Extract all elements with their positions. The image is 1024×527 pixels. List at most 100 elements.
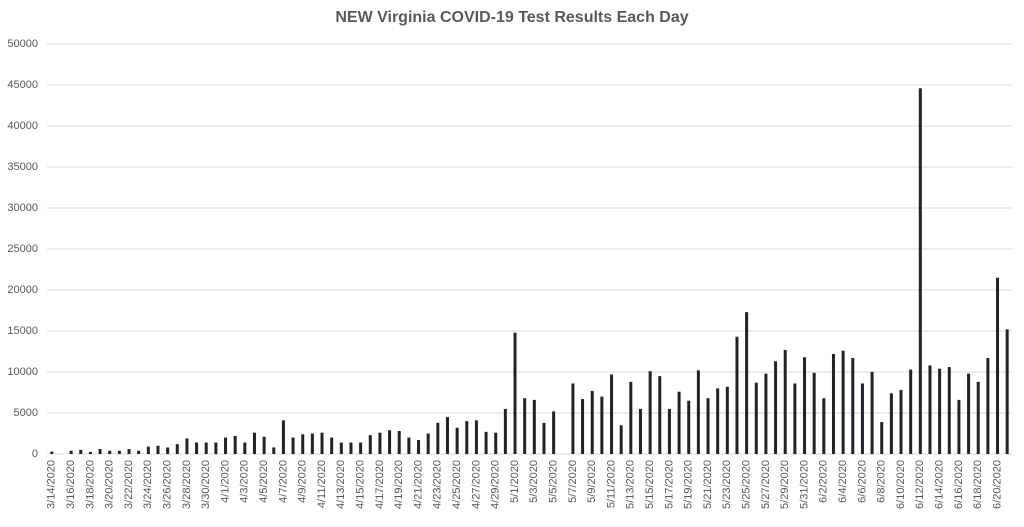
x-tick-label: 4/25/2020: [451, 460, 463, 509]
x-tick-label: 4/29/2020: [490, 460, 502, 509]
bar: [986, 358, 990, 454]
bar: [581, 399, 585, 454]
y-tick-label: 15000: [7, 325, 38, 337]
x-tick-label: 6/8/2020: [876, 460, 888, 503]
bar: [301, 434, 305, 454]
bar: [687, 400, 691, 454]
x-tick-label: 5/9/2020: [586, 460, 598, 503]
y-tick-label: 45000: [7, 79, 38, 91]
bar: [889, 393, 893, 454]
chart-title: NEW Virginia COVID-19 Test Results Each …: [335, 9, 688, 26]
bar: [494, 432, 498, 454]
bar: [967, 373, 971, 454]
bar: [938, 368, 942, 454]
x-tick-label: 4/7/2020: [277, 460, 289, 503]
bar: [841, 350, 845, 454]
x-tick-label: 4/5/2020: [258, 460, 270, 503]
bar: [368, 435, 372, 454]
bar: [831, 353, 835, 454]
bar: [339, 442, 343, 454]
bar: [851, 358, 855, 454]
bar: [503, 408, 507, 454]
bar: [88, 451, 92, 454]
x-tick-label: 3/26/2020: [162, 460, 174, 509]
x-tick-label: 5/27/2020: [760, 460, 772, 509]
bar: [783, 349, 787, 454]
bar: [98, 449, 102, 454]
bar: [359, 442, 363, 454]
bar: [204, 442, 208, 454]
x-tick-label: 4/19/2020: [393, 460, 405, 509]
x-tick-label: 4/27/2020: [470, 460, 482, 509]
x-tick-label: 3/22/2020: [123, 460, 135, 509]
x-tick-label: 4/9/2020: [297, 460, 309, 503]
x-tick-label: 4/13/2020: [335, 460, 347, 509]
bar: [127, 449, 131, 454]
bar: [976, 381, 980, 454]
bar: [50, 451, 54, 454]
bar: [146, 446, 150, 454]
bar: [291, 437, 295, 454]
bar: [69, 450, 73, 454]
bar: [590, 390, 594, 454]
bar: [137, 450, 141, 454]
bar: [803, 357, 807, 454]
x-tick-label: 5/23/2020: [721, 460, 733, 509]
bar: [860, 383, 864, 454]
bar: [465, 421, 469, 454]
x-tick-label: 6/2/2020: [818, 460, 830, 503]
y-tick-label: 10000: [7, 366, 38, 378]
bar: [175, 444, 179, 454]
bar: [667, 408, 671, 454]
bar: [600, 396, 604, 454]
bar: [648, 371, 652, 454]
bar: [79, 449, 83, 454]
x-tick-label: 4/21/2020: [412, 460, 424, 509]
bar: [696, 370, 700, 454]
x-tick-label: 4/11/2020: [316, 460, 328, 508]
x-tick-label: 5/15/2020: [644, 460, 656, 509]
bar: [996, 277, 1000, 454]
x-tick-label: 5/3/2020: [528, 460, 540, 503]
y-tick-label: 30000: [7, 202, 38, 214]
bar: [957, 399, 961, 454]
bar: [880, 422, 884, 454]
x-tick-label: 3/30/2020: [200, 460, 212, 509]
bar: [378, 432, 382, 454]
x-tick-label: 3/24/2020: [142, 460, 154, 509]
bar: [426, 433, 430, 454]
bar: [513, 332, 517, 454]
bar: [262, 436, 266, 454]
x-tick-label: 5/1/2020: [509, 460, 521, 503]
bar: [716, 388, 720, 454]
bar: [272, 447, 276, 454]
x-tick-label: 4/15/2020: [355, 460, 367, 509]
x-tick-label: 5/13/2020: [625, 460, 637, 509]
bar: [214, 442, 218, 454]
bar: [629, 381, 633, 454]
x-tick-label: 3/18/2020: [84, 460, 96, 509]
x-tick-label: 4/1/2020: [219, 460, 231, 503]
bar: [252, 432, 256, 454]
bar: [310, 433, 314, 454]
x-tick-label: 5/25/2020: [741, 460, 753, 509]
bar: [822, 398, 826, 454]
y-tick-label: 0: [32, 448, 38, 460]
bar: [117, 450, 121, 454]
bar: [1005, 329, 1009, 454]
bar: [243, 442, 247, 454]
bar: [677, 391, 681, 454]
bar: [899, 390, 903, 454]
bar: [619, 425, 623, 454]
bar: [812, 372, 816, 454]
bar: [870, 372, 874, 454]
x-tick-label: 4/3/2020: [239, 460, 251, 503]
bar: [417, 440, 421, 454]
bar: [281, 420, 285, 454]
bar: [909, 369, 913, 454]
x-tick-label: 6/10/2020: [895, 460, 907, 509]
x-tick-label: 3/16/2020: [65, 460, 77, 509]
x-tick-label: 5/29/2020: [779, 460, 791, 509]
bar: [725, 386, 729, 454]
x-tick-label: 5/19/2020: [683, 460, 695, 509]
